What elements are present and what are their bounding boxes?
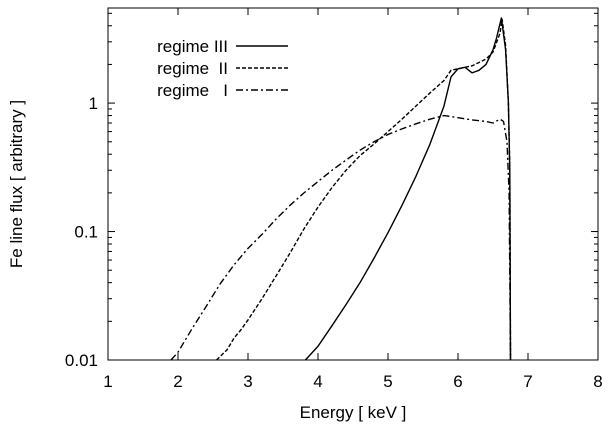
axis-ticks: [108, 8, 598, 360]
tick-labels: 1 2 3 4 5 6 7 8 0.01 0.1 1: [65, 94, 603, 391]
x-tick-label: 3: [243, 372, 252, 391]
legend-label-2: regime II: [157, 59, 228, 78]
x-tick-label: 5: [383, 372, 392, 391]
y-axis-title: Fe line flux [ arbitrary ]: [7, 100, 26, 268]
series-lines: [170, 17, 512, 361]
x-tick-label: 6: [453, 372, 462, 391]
y-tick-label: 0.1: [74, 223, 98, 242]
legend: regime III regime II regime I: [157, 37, 288, 100]
series-line-2: [216, 18, 512, 361]
x-tick-label: 7: [523, 372, 532, 391]
plot-frame: [107, 7, 599, 361]
y-tick-label: 1: [89, 94, 98, 113]
y-tick-label: 0.01: [65, 351, 98, 370]
x-tick-label: 8: [593, 372, 602, 391]
legend-label-3: regime I: [157, 81, 228, 100]
x-tick-label: 2: [173, 372, 182, 391]
x-tick-label: 1: [103, 372, 112, 391]
series-line-1: [304, 17, 512, 361]
series-line-3: [170, 114, 512, 361]
legend-label-1: regime III: [157, 37, 228, 56]
x-tick-label: 4: [313, 372, 322, 391]
x-axis-title: Energy [ keV ]: [300, 403, 407, 422]
